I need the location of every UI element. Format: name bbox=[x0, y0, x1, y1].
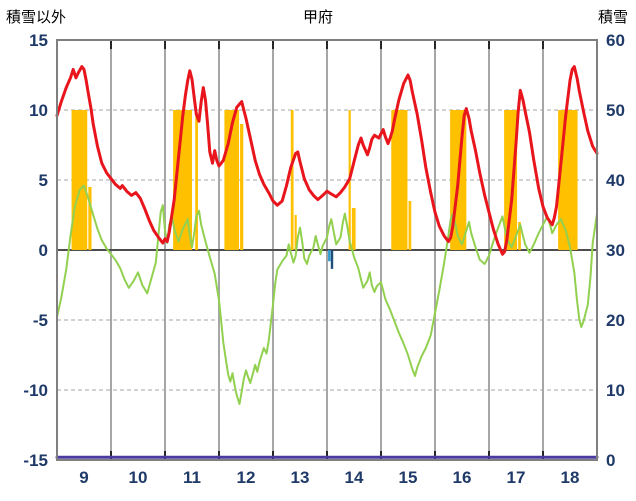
precip-dark-bars bbox=[330, 250, 334, 269]
plot-frame bbox=[56, 39, 598, 461]
right-axis-tick-label: 10 bbox=[606, 381, 625, 400]
sunshine-bars bbox=[195, 112, 198, 250]
chart-title: 甲府 bbox=[302, 9, 333, 26]
left-axis-tick-label: 10 bbox=[29, 101, 48, 120]
sunshine-bars bbox=[558, 110, 578, 250]
right-axis-tick-label: 30 bbox=[606, 241, 625, 260]
sunshine-bars bbox=[173, 110, 192, 250]
x-axis-tick-label: 11 bbox=[183, 468, 201, 487]
x-axis-tick-label: 18 bbox=[561, 468, 580, 487]
sunshine-bars bbox=[518, 222, 521, 250]
x-axis-tick-label: 13 bbox=[291, 468, 310, 487]
left-axis-tick-label: -15 bbox=[23, 451, 48, 470]
x-axis-tick-label: 16 bbox=[453, 468, 472, 487]
x-axis-tick-label: 15 bbox=[399, 468, 418, 487]
right-axis-tick-label: 60 bbox=[606, 31, 625, 50]
sunshine-bars bbox=[504, 110, 518, 250]
sunshine-bars bbox=[391, 110, 408, 250]
temperature bbox=[55, 65, 599, 256]
sunshine-bars bbox=[71, 110, 88, 250]
x-axis-tick-label: 12 bbox=[237, 468, 256, 487]
sunshine-bars bbox=[88, 187, 92, 250]
sunshine-bars bbox=[240, 124, 244, 250]
left-axis-tick-label: -10 bbox=[23, 381, 48, 400]
right-axis-tick-label: 40 bbox=[606, 171, 625, 190]
right-axis-tick-label: 0 bbox=[606, 451, 615, 470]
x-axis-tick-label: 9 bbox=[79, 468, 88, 487]
right-axis-tick-label: 20 bbox=[606, 311, 625, 330]
right-axis-title: 積雪 bbox=[597, 9, 628, 26]
left-axis-tick-label: 0 bbox=[39, 241, 48, 260]
right-axis-tick-label: 50 bbox=[606, 101, 625, 120]
left-axis-tick-label: 15 bbox=[29, 31, 48, 50]
left-axis-title: 積雪以外 bbox=[6, 9, 67, 26]
x-axis-tick-label: 17 bbox=[507, 468, 526, 487]
sunshine-bars bbox=[290, 110, 294, 250]
sunshine-bars bbox=[294, 215, 297, 250]
left-axis-tick-label: -5 bbox=[33, 311, 48, 330]
sunshine-bars bbox=[351, 208, 356, 250]
x-axis-tick-label: 10 bbox=[129, 468, 148, 487]
sunshine-bars bbox=[408, 201, 412, 250]
left-axis-tick-label: 5 bbox=[39, 171, 48, 190]
precip-light-bars bbox=[328, 250, 331, 262]
x-axis-tick-label: 14 bbox=[345, 468, 364, 487]
